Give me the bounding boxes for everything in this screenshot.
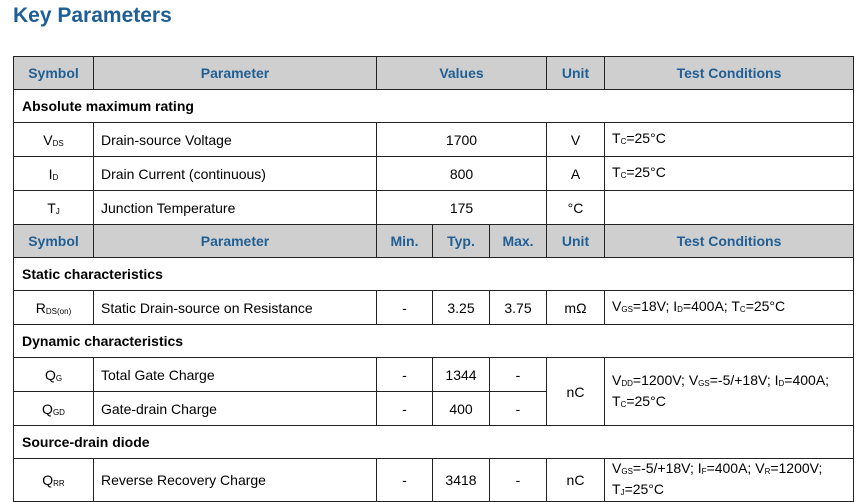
header-max: Max. — [489, 224, 547, 258]
condition: VGS=-5/+18V; — [688, 371, 771, 388]
header-test-conditions: Test Conditions — [604, 56, 854, 90]
min-cell: - — [376, 290, 433, 325]
section-row: Source-drain diode — [13, 425, 854, 459]
parameter-cell: Drain-source Voltage — [93, 122, 377, 157]
condition: TC=25°C — [612, 392, 666, 409]
symbol-subscript: DS — [52, 138, 64, 148]
condition: IF=400A; — [697, 460, 752, 476]
table-row: QGD Gate-drain Charge -400- — [13, 391, 854, 426]
header-min: Min. — [376, 224, 433, 258]
min-cell: - — [376, 357, 433, 392]
header-typ: Typ. — [432, 224, 490, 258]
section-row: Dynamic characteristics — [13, 324, 854, 358]
min-cell: - — [376, 391, 433, 426]
parameter-cell: Gate-drain Charge — [93, 391, 377, 426]
condition: TC=25°C — [612, 164, 666, 180]
symbol-subscript: GD — [52, 407, 65, 417]
section-title: Source-drain diode — [13, 425, 854, 459]
symbol-cell: TJ — [13, 190, 94, 225]
table-row: TJ Junction Temperature 175 °C — [13, 190, 854, 225]
condition: VGS=-5/+18V; — [612, 460, 694, 476]
parameter-cell: Junction Temperature — [93, 190, 377, 225]
unit-cell: mΩ — [546, 290, 605, 325]
unit-cell: °C — [546, 190, 605, 225]
test-conditions — [604, 190, 854, 225]
section-row: Absolute maximum rating — [13, 89, 854, 123]
table-row: QRR Reverse Recovery Charge -3418- nC VGS=-5… — [13, 458, 854, 502]
condition: ID=400A; — [774, 371, 830, 388]
condition: VGS=18V; — [612, 298, 670, 314]
max-cell: - — [489, 391, 547, 426]
symbol-subscript: D — [52, 172, 59, 182]
section-title: Absolute maximum rating — [13, 89, 854, 123]
test-conditions: VDD=1200V; VGS=-5/+18V; ID=400A; TC=25°C — [604, 357, 854, 426]
symbol-cell: QG — [13, 357, 94, 392]
test-conditions: VGS=-5/+18V; IF=400A; VR=1200V; TJ=25°C — [604, 458, 854, 502]
table-row: RDS(on) Static Drain-source on Resistance… — [13, 290, 854, 325]
min-cell: - — [376, 458, 433, 502]
section-title: Dynamic characteristics — [13, 324, 854, 358]
condition: TC=25°C — [612, 130, 666, 146]
section-title: Static characteristics — [13, 257, 854, 291]
header-symbol: Symbol — [13, 224, 94, 258]
symbol-cell: RDS(on) — [13, 290, 94, 325]
table-row: VDS Drain-source Voltage 1700 V TC=25°C — [13, 122, 854, 157]
symbol-subscript: DS(on) — [45, 306, 72, 316]
symbol-cell: QGD — [13, 391, 94, 426]
symbol-subscript: J — [55, 206, 60, 216]
unit-cell: nC — [546, 458, 605, 502]
parameter-cell: Drain Current (continuous) — [93, 156, 377, 191]
page-title: Key Parameters — [13, 4, 172, 27]
symbol: I — [48, 165, 53, 182]
symbol-subscript: RR — [53, 479, 65, 488]
unit-cell: A — [546, 156, 605, 191]
unit-cell: V — [546, 122, 605, 157]
parameter-cell: Total Gate Charge — [93, 357, 377, 392]
parameter-cell: Reverse Recovery Charge — [93, 458, 377, 502]
header-parameter: Parameter — [93, 56, 377, 90]
header-row: Symbol Parameter Values Unit Test Condit… — [13, 56, 854, 90]
max-cell: - — [489, 357, 547, 392]
max-cell: - — [489, 458, 547, 502]
test-conditions: TC=25°C — [604, 156, 854, 191]
table-row: ID Drain Current (continuous) 800 A TC=25°C — [13, 156, 854, 191]
symbol-cell: ID — [13, 156, 94, 191]
symbol: R — [35, 299, 46, 316]
typ-cell: 3418 — [432, 458, 490, 502]
test-conditions: VGS=18V; ID=400A; TC=25°C — [604, 290, 854, 325]
condition: ID=400A; — [673, 298, 728, 314]
value-cell: 800 — [376, 156, 547, 191]
symbol: Q — [44, 366, 56, 383]
key-parameters-table: Symbol Parameter Values Unit Test Condit… — [13, 56, 854, 502]
symbol-subscript: G — [55, 373, 63, 383]
symbol: Q — [42, 472, 54, 488]
header-row: Symbol Parameter Min. Typ. Max. Unit Test Cond… — [13, 224, 854, 258]
table-row: QG Total Gate Charge -1344- nC VDD=1200V; VG… — [13, 357, 854, 426]
header-unit: Unit — [546, 56, 605, 90]
value-cell: 175 — [376, 190, 547, 225]
condition: TC=25°C — [731, 298, 786, 314]
section-row: Static characteristics — [13, 257, 854, 291]
header-values: Values — [376, 56, 547, 90]
symbol: V — [43, 131, 53, 148]
symbol-cell: VDS — [13, 122, 94, 157]
typ-cell: 1344 — [432, 357, 490, 392]
typ-cell: 3.25 — [432, 290, 490, 325]
header-symbol: Symbol — [13, 56, 94, 90]
header-parameter: Parameter — [93, 224, 377, 258]
max-cell: 3.75 — [489, 290, 547, 325]
parameter-cell: Static Drain-source on Resistance — [93, 290, 377, 325]
symbol-cell: QRR — [13, 458, 94, 502]
value-cell: 1700 — [376, 122, 547, 157]
header-unit: Unit — [546, 224, 605, 258]
header-test-conditions: Test Conditions — [604, 224, 854, 258]
unit-cell: nC — [546, 357, 605, 426]
test-conditions: TC=25°C — [604, 122, 854, 157]
condition: VR=1200V; — [755, 460, 823, 476]
typ-cell: 400 — [432, 391, 490, 426]
symbol: T — [47, 199, 56, 216]
condition: TJ=25°C — [612, 481, 665, 497]
condition: VDD=1200V; — [612, 371, 685, 388]
symbol: Q — [42, 400, 53, 417]
